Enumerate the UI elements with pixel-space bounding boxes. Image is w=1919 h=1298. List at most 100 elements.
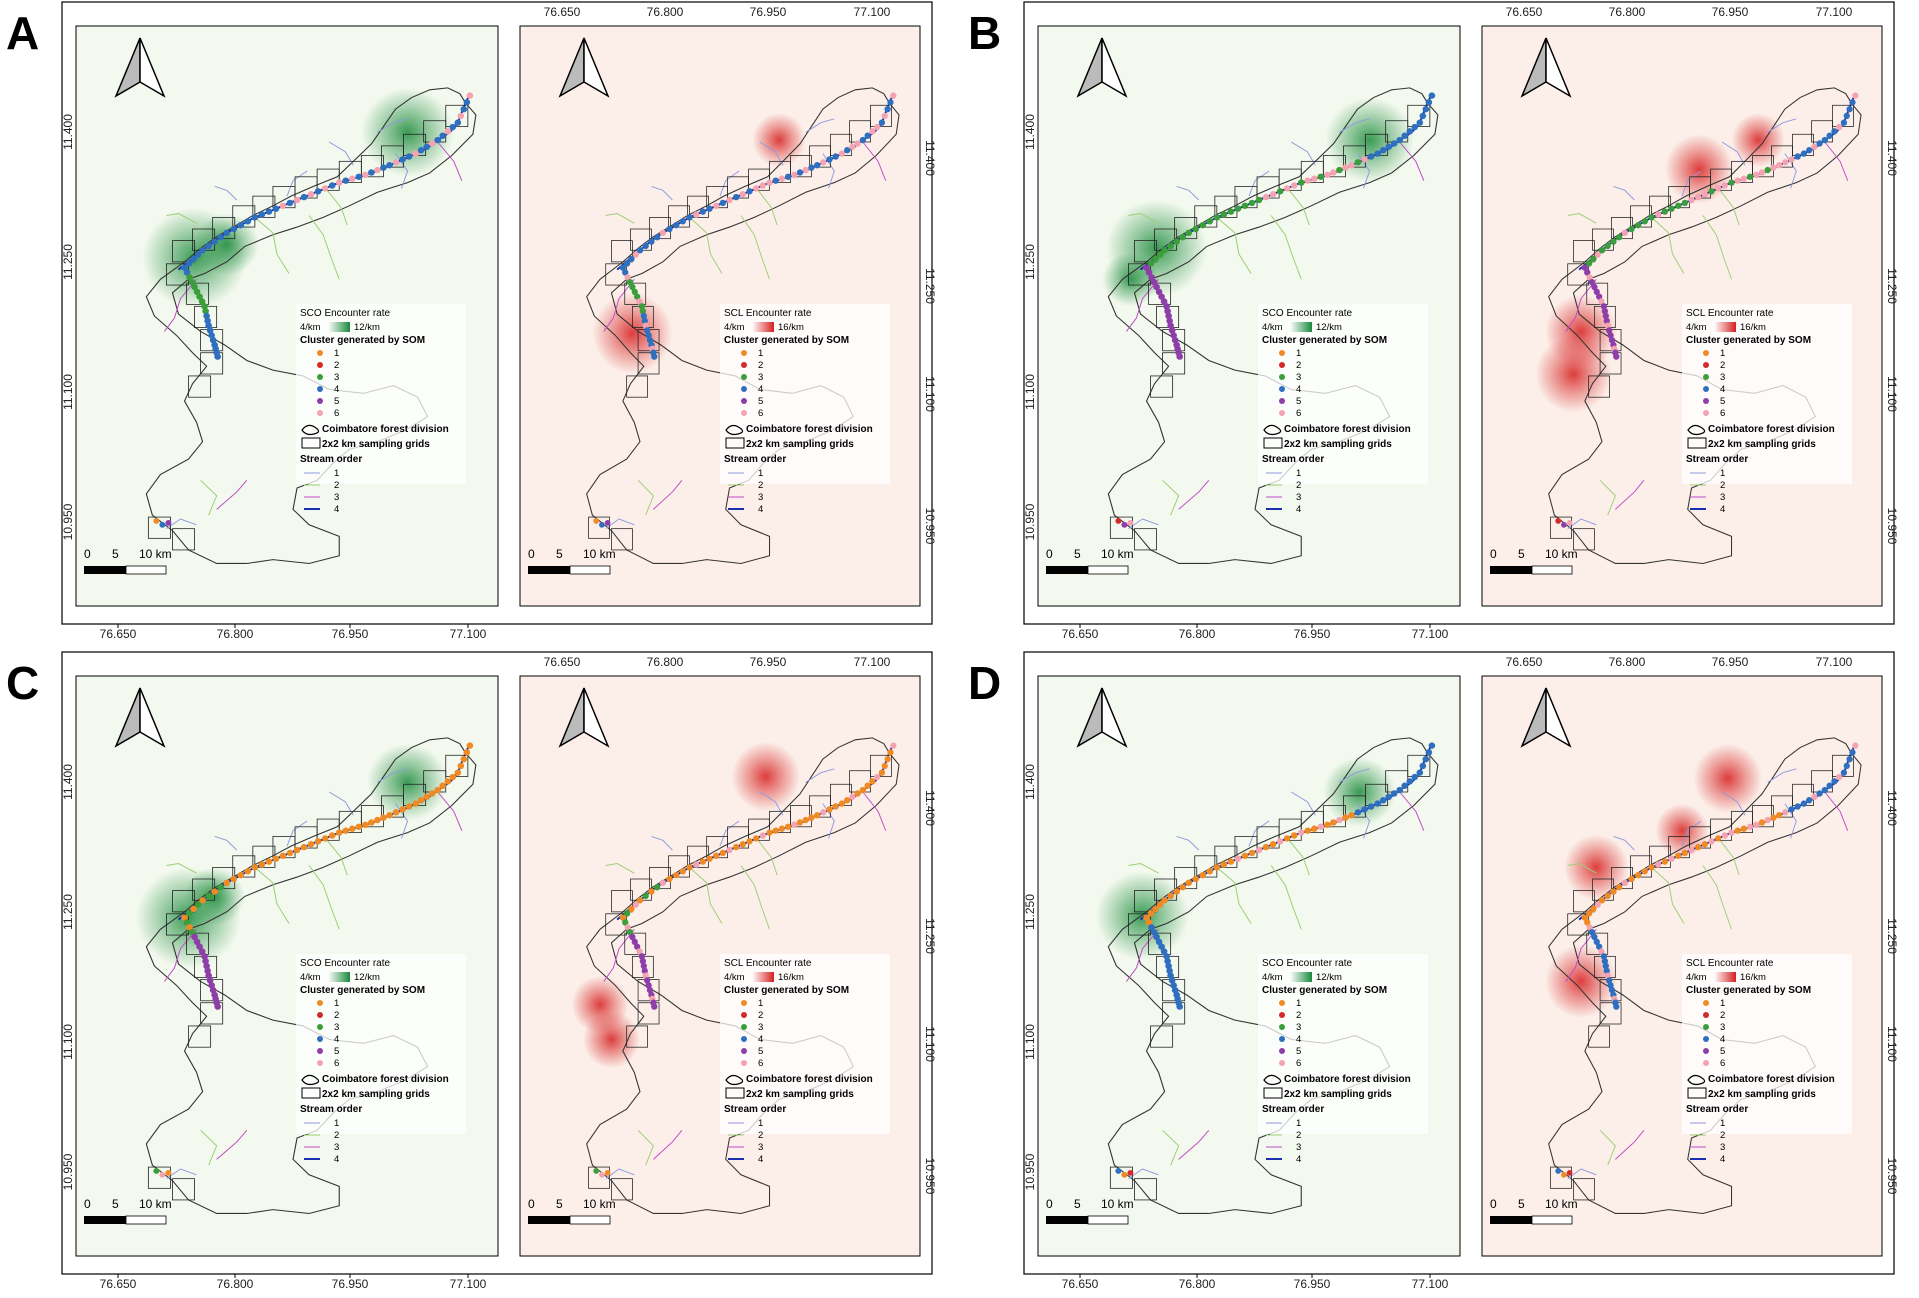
- cluster-point: [1168, 327, 1176, 334]
- legend-cluster-dot: [741, 398, 747, 404]
- cluster-point: [206, 977, 214, 984]
- legend-cluster-title: Cluster generated by SOM: [1686, 335, 1811, 346]
- stream-line: [1651, 217, 1685, 274]
- legend-rate-high: 16/km: [1740, 972, 1766, 983]
- stream-line: [164, 928, 197, 982]
- cluster-point: [1354, 809, 1362, 816]
- cluster-point: [205, 892, 212, 900]
- sampling-grid-cell: [186, 282, 210, 305]
- cluster-point: [202, 957, 209, 965]
- cluster-point: [772, 177, 779, 184]
- cluster-point: [1811, 143, 1818, 151]
- legend-grid-label: 2x2 km sampling grids: [1284, 1089, 1392, 1100]
- legend-cluster-label: 6: [334, 408, 339, 419]
- map-legend: SCL Encounter rate 4/km 16/km Cluster gener…: [1682, 304, 1852, 515]
- sampling-grid-cell: [1588, 375, 1611, 398]
- encounter-hotspot: [1563, 834, 1629, 901]
- cluster-point: [198, 948, 206, 955]
- legend-cluster-label: 4: [334, 1034, 339, 1045]
- sampling-grid-cell: [637, 1002, 660, 1025]
- lat-tick-right: 11.250: [1885, 268, 1899, 304]
- legend-stream-title: Stream order: [1686, 1104, 1748, 1115]
- cluster-point: [753, 185, 760, 192]
- legend-cluster-label: 2: [1720, 1010, 1725, 1021]
- stream-line: [1339, 118, 1370, 133]
- cluster-point: [1342, 814, 1349, 821]
- cluster-point: [1166, 317, 1173, 325]
- scale-bar: 0 5 10 km: [1490, 1197, 1578, 1225]
- cluster-point: [1604, 892, 1611, 900]
- cluster-point: [1852, 742, 1859, 749]
- cluster-point: [188, 278, 196, 286]
- legend-cluster-label: 3: [1720, 372, 1725, 383]
- cluster-point: [632, 901, 639, 908]
- scl-map: SCL Encounter rate 4/km 16/km Cluster gener…: [519, 675, 921, 1257]
- cluster-point: [153, 1168, 160, 1174]
- cluster-point: [380, 164, 387, 171]
- cluster-point: [183, 919, 191, 926]
- stream-line: [1615, 1130, 1645, 1160]
- cluster-point: [1852, 92, 1859, 99]
- panel-map-svg: SCO Encounter rate 4/km 12/km Cluster gener…: [61, 1, 937, 641]
- cluster-point: [428, 140, 436, 147]
- cluster-point: [186, 924, 193, 931]
- stream-line: [1721, 791, 1746, 816]
- legend-stream-label: 3: [334, 1142, 339, 1153]
- legend-cluster-dot: [1279, 398, 1285, 404]
- cluster-point: [386, 162, 393, 169]
- sampling-grid-cell: [1162, 1002, 1186, 1025]
- stream-line: [1248, 820, 1270, 847]
- forest-division-outline: [145, 87, 477, 565]
- cluster-point: [1648, 214, 1655, 221]
- stream-line: [759, 141, 784, 166]
- legend-cluster-label: 5: [758, 396, 763, 407]
- cluster-point: [399, 156, 406, 163]
- cluster-point: [1616, 234, 1623, 241]
- cluster-point: [622, 269, 629, 276]
- sampling-grid-cell: [588, 1166, 610, 1189]
- legend-cluster-label: 5: [1296, 1046, 1301, 1057]
- forest-division-outline: [1548, 87, 1862, 565]
- stream-line: [605, 213, 635, 224]
- legend-cluster-dot: [317, 1024, 323, 1030]
- cluster-point: [1304, 177, 1312, 184]
- cluster-point: [368, 819, 375, 826]
- cluster-point: [1635, 221, 1642, 229]
- cluster-point: [642, 972, 649, 979]
- lon-tick-bottom: 76.950: [1294, 627, 1331, 641]
- panel-frame: [1023, 651, 1895, 1275]
- stream-line: [757, 840, 778, 876]
- stream-line: [377, 118, 408, 133]
- cluster-point: [1150, 278, 1158, 286]
- cluster-point: [165, 1169, 172, 1176]
- cluster-point: [628, 905, 635, 913]
- legend-cluster-dot: [1703, 1012, 1709, 1018]
- legend-rate-title: SCL Encounter rate: [724, 308, 812, 319]
- cluster-point: [1606, 977, 1613, 984]
- lat-tick-right: 11.100: [1885, 376, 1899, 412]
- lon-tick-top: 76.800: [1609, 655, 1646, 669]
- cluster-point: [869, 128, 876, 135]
- legend-color-ramp: [1290, 972, 1312, 982]
- map-legend: SCO Encounter rate 4/km 12/km Cluster gener…: [1258, 304, 1428, 515]
- stream-line: [326, 190, 348, 226]
- map-content: [136, 737, 477, 1215]
- cluster-point: [193, 938, 201, 946]
- cluster-point: [449, 773, 457, 781]
- cluster-point: [342, 827, 350, 834]
- cluster-point: [796, 169, 804, 176]
- stream-line: [1248, 170, 1270, 197]
- cluster-point: [1661, 858, 1668, 865]
- stream-line: [653, 480, 683, 510]
- stream-line: [1178, 1130, 1210, 1160]
- cluster-point: [153, 518, 160, 524]
- cluster-point: [1603, 967, 1610, 975]
- legend-stream-title: Stream order: [1686, 454, 1748, 465]
- scale-label-10: 10 km: [1545, 547, 1578, 561]
- cluster-point: [185, 910, 193, 917]
- cluster-point: [640, 962, 647, 970]
- stream-line: [328, 791, 354, 816]
- stream-line: [308, 865, 340, 930]
- cluster-point: [392, 159, 400, 166]
- legend-stream-label: 1: [758, 1118, 763, 1129]
